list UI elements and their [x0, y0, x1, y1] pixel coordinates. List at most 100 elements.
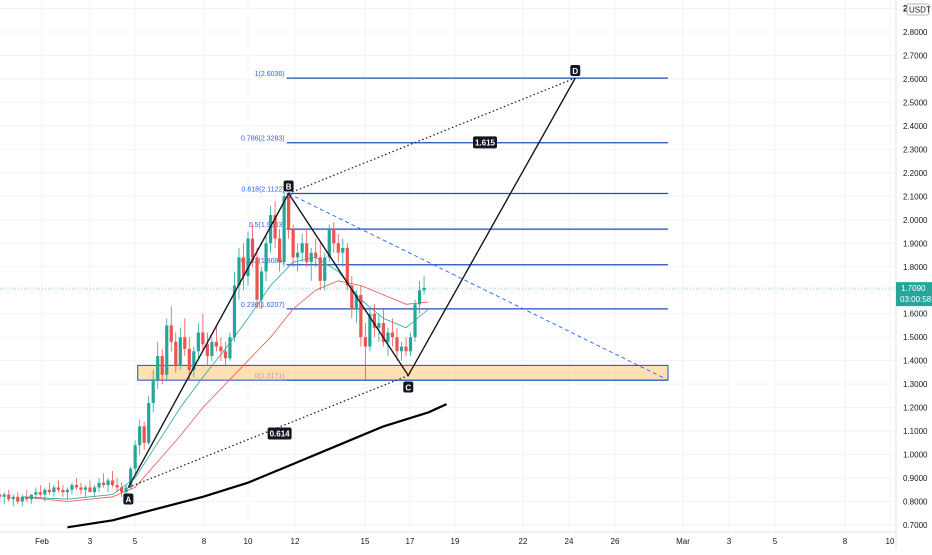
ratio-badge [473, 136, 497, 149]
candle-body [408, 337, 413, 352]
candle-body [201, 332, 205, 345]
candle-body [250, 238, 255, 258]
price-tick-label: 1.4000 [903, 357, 928, 366]
candle-body [228, 337, 232, 359]
candle-down [205, 332, 209, 366]
candle-body [255, 257, 259, 300]
candle-up [92, 485, 97, 497]
last-price-value: 1.7090 [901, 284, 926, 293]
candle-body [223, 351, 228, 359]
candle-down [88, 480, 92, 493]
price-tick-label: 2.8000 [903, 28, 928, 37]
ratio-badge [267, 427, 292, 440]
candle-up [43, 487, 47, 502]
fib-level-label: 0.236(1.6207) [241, 302, 285, 309]
price-tick-label: 1.6000 [903, 310, 928, 319]
price-tick-label: 2.3000 [903, 145, 928, 154]
fib-level-label: 0.5(1.9603) [249, 222, 285, 229]
candle-down [223, 341, 228, 366]
candle-up [2, 492, 6, 504]
time-tick-label: 24 [565, 537, 574, 546]
candle-body [120, 487, 124, 493]
candle-up [178, 327, 182, 371]
candle-up [34, 487, 38, 500]
candle-body [390, 332, 395, 338]
candle-body [101, 482, 106, 486]
fib-level-label: 1(2.6036) [255, 71, 285, 78]
time-tick-label: 10 [886, 537, 895, 546]
candle-up [133, 440, 137, 474]
candle-down [79, 482, 83, 495]
candle-up [232, 271, 237, 342]
candle-body [386, 332, 390, 342]
price-tick-label: 2.7000 [903, 51, 928, 60]
time-tick-label: Feb [35, 537, 49, 546]
candle-body [368, 313, 372, 347]
candle-body [327, 229, 331, 258]
price-tick-label: 2.0000 [903, 216, 928, 225]
candle-up [151, 370, 155, 413]
fib-level-label: 0.786(2.3283) [241, 136, 285, 143]
candle-down [47, 482, 51, 495]
candle-body [287, 196, 291, 230]
pattern-point-label: B [286, 183, 292, 192]
candle-up [323, 252, 327, 291]
candle-body [345, 247, 349, 286]
candle-down [38, 485, 42, 497]
candle-body [138, 426, 142, 446]
candle-body [142, 426, 146, 443]
time-tick-label: 5 [133, 537, 138, 546]
candle-body [43, 489, 47, 495]
candle-up [70, 482, 74, 495]
candle-up [156, 341, 160, 389]
candle-body [264, 243, 268, 272]
candle-up [52, 485, 56, 497]
candle-body [156, 355, 160, 380]
candle-down [219, 337, 223, 361]
candle-body [83, 487, 88, 490]
price-tick-label: 1.9000 [903, 239, 928, 248]
candle-body [178, 337, 182, 366]
candle-up [65, 487, 70, 500]
candle-up [129, 466, 133, 490]
candle-body [187, 348, 191, 371]
candle-down [336, 233, 340, 263]
pattern-point-badge [123, 493, 134, 505]
candle-body [359, 294, 363, 338]
pattern-bd-dotted [288, 77, 576, 195]
candle-down [350, 276, 354, 319]
projection-dashed-line [288, 193, 667, 380]
candle-body [106, 480, 110, 486]
price-tick-label: 0.7000 [903, 521, 928, 530]
candle-up [228, 332, 232, 361]
candle-up [399, 341, 404, 361]
candle-body [350, 285, 354, 310]
candle-up [165, 318, 169, 380]
candle-body [174, 341, 178, 366]
candle-body [160, 355, 164, 375]
price-tick-label: 2.4000 [903, 122, 928, 131]
candle-down [395, 327, 399, 361]
pattern-point-badge [570, 65, 581, 77]
candle-body [61, 489, 65, 493]
candle-body [0, 494, 2, 497]
candle-body [318, 257, 322, 281]
last-price-countdown: 03:00:58 [900, 295, 932, 304]
currency-box [906, 3, 930, 16]
candle-down [390, 318, 395, 347]
candle-body [417, 290, 422, 305]
candle-up [29, 494, 33, 504]
candle-up [300, 233, 304, 263]
fib-levels: 1(2.6036) 0.786(2.3283) 0.618(2.1122) 0.5(1… [241, 71, 668, 381]
time-tick-label: 26 [611, 537, 620, 546]
fib-level-label: 0.618(2.1122) [242, 186, 285, 193]
time-tick-label: 12 [291, 537, 300, 546]
candle-up [192, 346, 196, 378]
candle-up [268, 205, 273, 253]
price-tick-label: 1.3000 [903, 380, 928, 389]
price-tick-label: 1.1000 [903, 427, 928, 436]
candle-body [79, 487, 83, 490]
